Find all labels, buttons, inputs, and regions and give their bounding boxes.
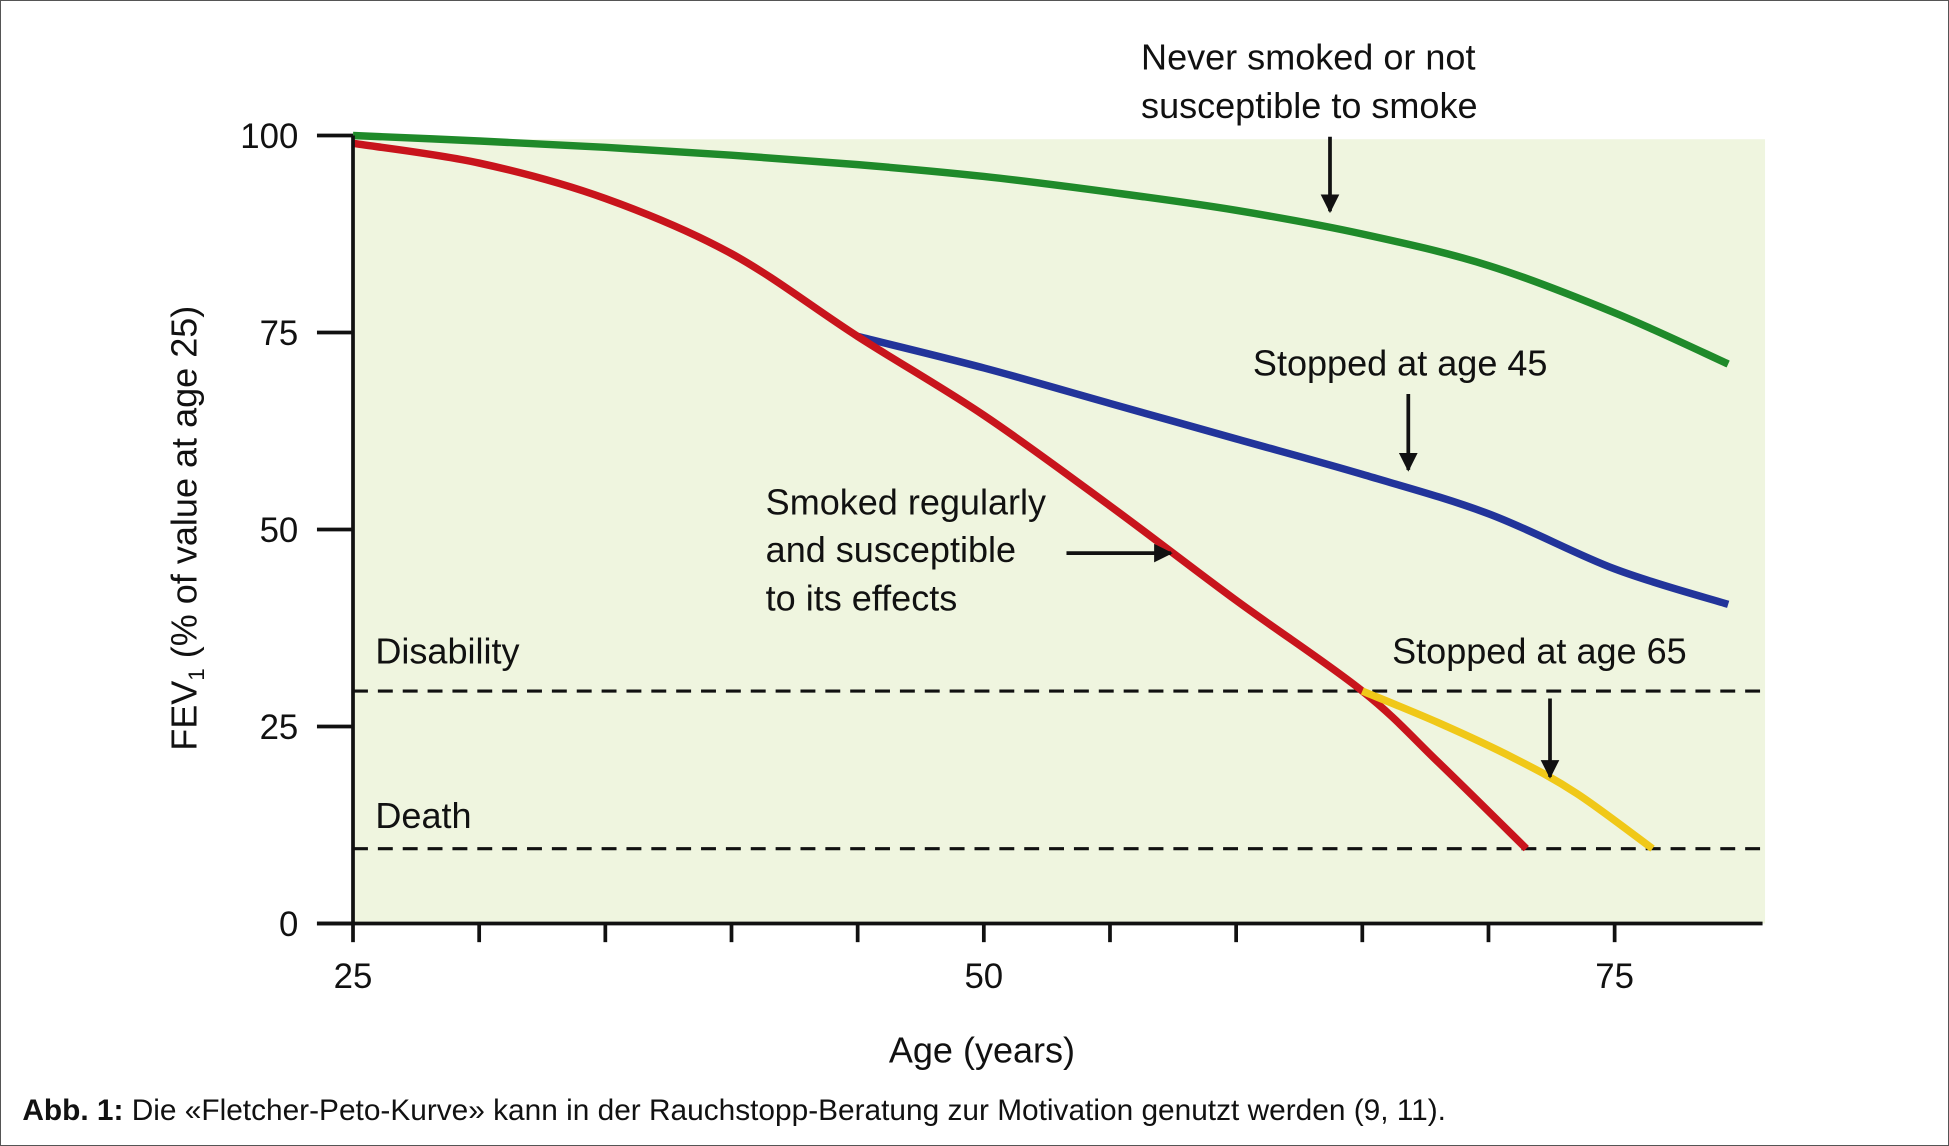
annotation-never-smoked-line2: susceptible to smoke xyxy=(1141,85,1477,126)
y-tick-label: 75 xyxy=(260,314,299,353)
series-line-2 xyxy=(856,332,1730,608)
x-tick-label: 50 xyxy=(964,957,1003,996)
annotation-stopped-45: Stopped at age 45 xyxy=(1253,342,1548,383)
x-axis-label: Age (years) xyxy=(889,1030,1075,1071)
label-death: Death xyxy=(375,795,471,836)
annotation-smoked-line1: Smoked regularly xyxy=(766,482,1046,523)
x-tick-label: 75 xyxy=(1595,957,1634,996)
y-tick-label: 25 xyxy=(260,708,299,747)
annotation-never-smoked-line1: Never smoked or not xyxy=(1141,37,1475,78)
caption-text: Die «Fletcher-Peto-Kurve» kann in der Ra… xyxy=(123,1094,1446,1127)
y-tick-label: 50 xyxy=(260,511,299,550)
y-tick-label: 0 xyxy=(279,905,298,944)
series-line-3 xyxy=(1360,687,1655,852)
label-disability: Disability xyxy=(375,631,519,672)
y-axis-label: FEV1 (% of value at age 25) xyxy=(163,306,208,751)
caption-label: Abb. 1: xyxy=(22,1094,123,1127)
y-tick-label: 100 xyxy=(240,117,298,156)
annotation-smoked-line3: to its effects xyxy=(766,577,958,618)
plot-background xyxy=(353,139,1766,924)
series-line-0 xyxy=(352,131,1730,368)
annotation-smoked-line2: and susceptible xyxy=(766,529,1016,570)
x-tick-label: 25 xyxy=(334,957,373,996)
series-line-1 xyxy=(352,139,1529,852)
annotation-stopped-65: Stopped at age 65 xyxy=(1392,631,1687,672)
figure-caption: Abb. 1: Die «Fletcher-Peto-Kurve» kann i… xyxy=(22,1094,1446,1127)
